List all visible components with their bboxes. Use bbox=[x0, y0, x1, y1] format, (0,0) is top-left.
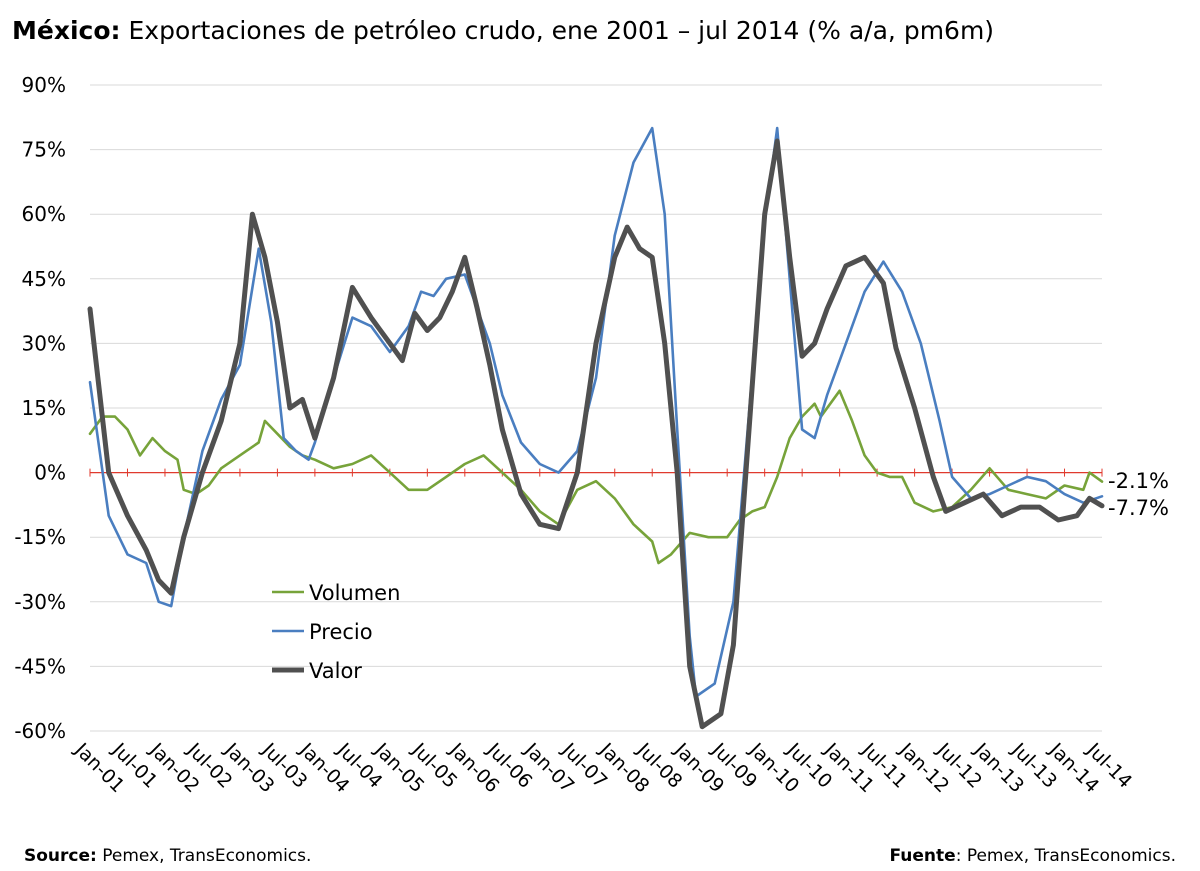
y-tick-label: -15% bbox=[14, 525, 66, 549]
series-lines bbox=[87, 126, 1105, 730]
y-tick-label: -60% bbox=[14, 719, 66, 743]
y-tick-label: 30% bbox=[22, 331, 66, 355]
y-tick-label: -45% bbox=[14, 654, 66, 678]
y-tick-label: 75% bbox=[22, 138, 66, 162]
legend-label-precio: Precio bbox=[309, 620, 373, 644]
end-label-valor: -7.7% bbox=[1108, 496, 1169, 520]
chart-title: México: Exportaciones de petróleo crudo,… bbox=[12, 16, 994, 45]
y-tick-label: -30% bbox=[14, 590, 66, 614]
y-axis: 90% 75% 60% 45% 30% 15% 0% -15% -30% -45% -60% bbox=[14, 73, 66, 743]
footer-fuente: Fuente: Pemex, TransEconomics. bbox=[890, 846, 1176, 866]
legend: Volumen Precio Valor bbox=[272, 581, 400, 683]
y-tick-label: 15% bbox=[22, 396, 66, 420]
source-text: Pemex, TransEconomics. bbox=[96, 846, 312, 866]
source-label: Source: bbox=[24, 846, 97, 866]
gridlines bbox=[90, 84, 1102, 732]
fuente-label: Fuente bbox=[889, 846, 956, 866]
end-labels: -2.1% -7.7% bbox=[1108, 469, 1169, 520]
title-text: Exportaciones de petróleo crudo, ene 200… bbox=[120, 16, 995, 45]
y-tick-label: 60% bbox=[22, 202, 66, 226]
end-label-volumen: -2.1% bbox=[1108, 469, 1169, 493]
series-line-precio bbox=[88, 126, 1104, 698]
x-axis: Jan-01Jul-01Jan-02Jul-02Jan-03Jul-03Jan-… bbox=[70, 468, 1136, 797]
legend-label-valor: Valor bbox=[309, 659, 362, 683]
series-line-valor bbox=[87, 138, 1105, 730]
legend-label-volumen: Volumen bbox=[309, 581, 400, 605]
fuente-text: : Pemex, TransEconomics. bbox=[955, 846, 1176, 866]
y-tick-label: 0% bbox=[34, 461, 66, 485]
y-tick-label: 90% bbox=[22, 73, 66, 97]
y-tick-label: 45% bbox=[22, 267, 66, 291]
series-line-volumen bbox=[88, 389, 1104, 565]
footer-source: Source: Pemex, TransEconomics. bbox=[24, 846, 311, 866]
title-country: México: bbox=[12, 16, 121, 45]
